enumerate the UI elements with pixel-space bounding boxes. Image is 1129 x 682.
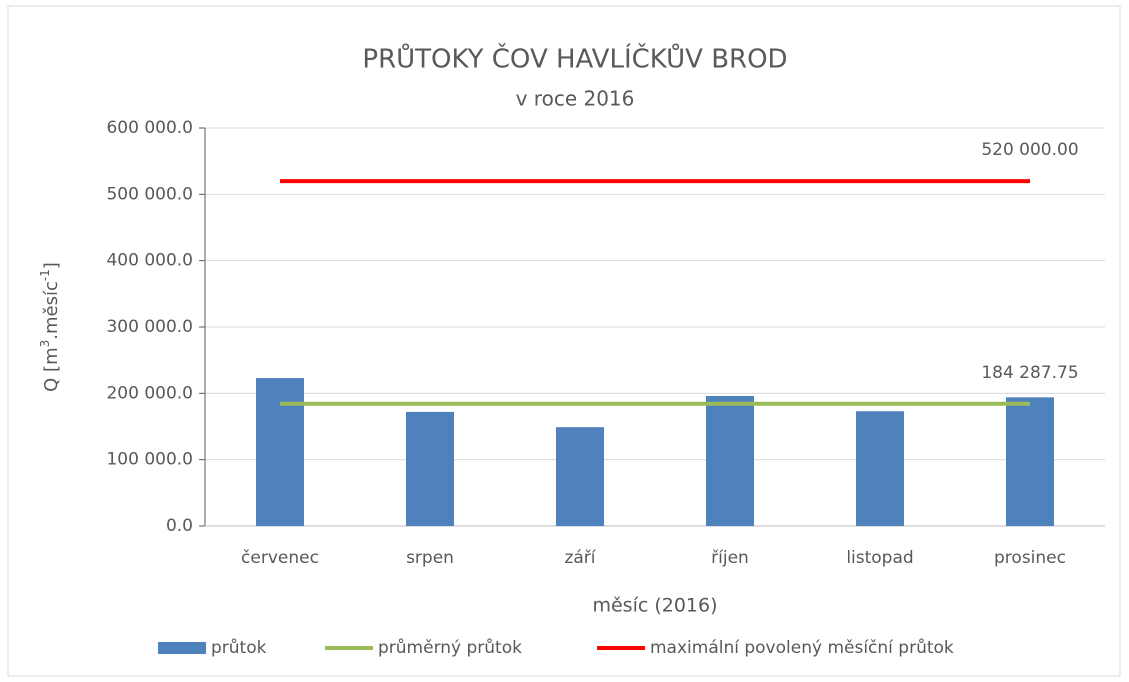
x-tick-label: září [564,548,596,568]
legend-label: průměrný průtok [378,638,522,658]
legend-label: maximální povolený měsíční průtok [650,638,954,658]
y-tick-label: 600 000.0 [106,118,193,138]
bar [1006,397,1054,526]
y-tick-label: 300 000.0 [106,317,193,337]
y-tick-label: 200 000.0 [106,383,193,403]
data-label: 184 287.75 [981,363,1078,383]
x-tick-label: říjen [711,548,749,568]
bar [556,427,604,526]
bar [406,411,454,526]
chart-frame [7,5,1121,677]
y-label-sup: -1 [38,269,52,281]
x-tick-label: srpen [406,548,454,568]
y-label-sup: 3 [38,340,52,348]
y-label-part: Q [m [41,347,62,391]
bar [706,395,754,526]
legend-label: průtok [211,638,267,658]
y-tick-label: 0.0 [166,516,193,536]
y-label-part: ] [41,262,62,269]
chart-title: PRŮTOKY ČOV HAVLÍČKŮV BROD [362,43,787,75]
data-label: 520 000.00 [981,140,1078,160]
y-tick-label: 400 000.0 [106,251,193,271]
x-tick-label: červenec [241,548,319,568]
x-tick-label: listopad [846,548,913,568]
y-tick-label: 500 000.0 [106,184,193,204]
y-axis-label: Q [m3.měsíc-1] [38,262,63,392]
y-label-part: .měsíc [41,281,62,340]
x-axis-label: měsíc (2016) [592,595,717,617]
bar [256,378,304,526]
x-tick-label: prosinec [994,548,1066,568]
legend-swatch [158,642,206,654]
bar [856,411,904,526]
y-tick-label: 100 000.0 [106,450,193,470]
chart-subtitle: v roce 2016 [516,87,635,111]
